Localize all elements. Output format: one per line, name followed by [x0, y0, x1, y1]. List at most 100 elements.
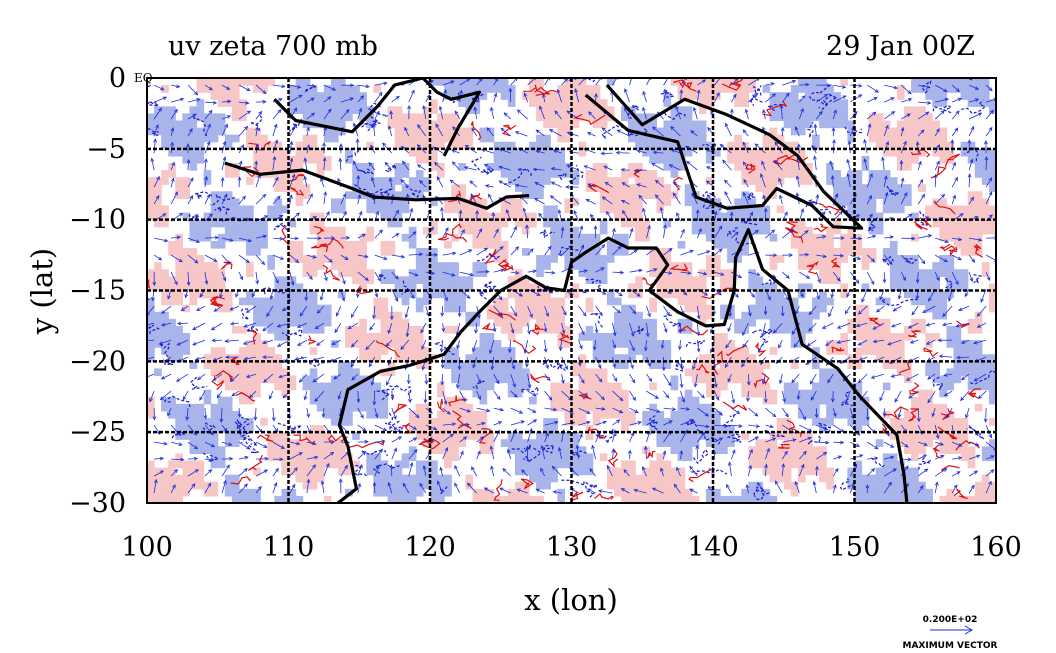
- vorticity-cell: [430, 425, 438, 433]
- vorticity-cell: [479, 354, 488, 362]
- vorticity-cell: [592, 418, 601, 426]
- vorticity-cell: [536, 99, 544, 107]
- vorticity-cell: [401, 191, 410, 200]
- vorticity-cell: [253, 467, 261, 476]
- vorticity-cell: [932, 418, 940, 426]
- vorticity-cell: [677, 141, 686, 150]
- wind-vector-head: [475, 209, 479, 215]
- vorticity-cell: [875, 318, 884, 327]
- vorticity-cell: [479, 92, 488, 100]
- vorticity-cell: [564, 389, 573, 398]
- vorticity-cell: [741, 226, 749, 235]
- wind-vector: [187, 84, 198, 96]
- vorticity-cell: [762, 226, 771, 235]
- vorticity-cell: [840, 396, 849, 405]
- vorticity-cell: [430, 163, 438, 171]
- wind-vector: [289, 271, 294, 286]
- vorticity-cell: [713, 340, 721, 348]
- wind-vector: [170, 98, 184, 103]
- vorticity-cell: [691, 297, 700, 306]
- wind-vector-head: [324, 276, 328, 282]
- vorticity-cell: [352, 248, 360, 256]
- wind-vector-head: [160, 375, 166, 380]
- wind-vector: [204, 441, 215, 448]
- wind-vector: [181, 305, 189, 311]
- vorticity-cell: [896, 276, 905, 285]
- vorticity-cell: [430, 99, 438, 107]
- vorticity-cell: [302, 120, 311, 129]
- vorticity-cell: [302, 78, 311, 86]
- vorticity-cell: [656, 418, 665, 426]
- vorticity-cell: [684, 276, 693, 285]
- wind-vector: [340, 109, 350, 120]
- vorticity-cell: [946, 78, 955, 86]
- vorticity-cell: [606, 255, 615, 263]
- wind-vector: [221, 424, 228, 432]
- vorticity-cell: [253, 375, 261, 384]
- vorticity-cell: [486, 311, 495, 320]
- vorticity-cell: [550, 403, 558, 412]
- vorticity-cell: [762, 184, 771, 192]
- vorticity-cell: [713, 375, 721, 384]
- negative-contour: [557, 172, 567, 181]
- vorticity-cell: [196, 432, 205, 440]
- vorticity-cell: [854, 177, 863, 185]
- vorticity-cell: [288, 318, 297, 327]
- vorticity-cell: [727, 255, 735, 263]
- vorticity-cell: [507, 155, 516, 164]
- vorticity-cell: [444, 396, 452, 405]
- vorticity-cell: [720, 240, 728, 249]
- positive-contour: [830, 257, 840, 269]
- vorticity-cell: [274, 446, 283, 455]
- vorticity-cell: [288, 460, 297, 469]
- wind-vector: [277, 339, 291, 347]
- vorticity-cell: [946, 219, 955, 228]
- vorticity-cell: [670, 113, 679, 122]
- wind-vector-head: [527, 330, 531, 335]
- vorticity-cell: [550, 318, 558, 327]
- vorticity-cell: [210, 460, 219, 469]
- vorticity-cell: [783, 297, 792, 306]
- wind-vector: [357, 391, 359, 403]
- vorticity-cell: [161, 85, 169, 93]
- vorticity-cell: [684, 410, 693, 419]
- vorticity-cell: [918, 134, 926, 143]
- vorticity-cell: [231, 170, 240, 178]
- negative-contour: [147, 101, 159, 107]
- vorticity-cell: [783, 418, 792, 426]
- wind-vector-head: [471, 466, 475, 471]
- vorticity-cell: [550, 212, 558, 221]
- vorticity-cell: [422, 432, 431, 440]
- vorticity-cell: [359, 347, 367, 355]
- vorticity-cell: [967, 495, 976, 503]
- vorticity-cell: [953, 446, 962, 455]
- vorticity-cell: [444, 269, 452, 277]
- wind-vector-head: [517, 167, 522, 172]
- vorticity-cell: [451, 276, 459, 285]
- vorticity-cell: [889, 333, 898, 341]
- vorticity-cell: [500, 163, 509, 171]
- wind-vector: [304, 158, 308, 171]
- wind-vector-head: [439, 348, 444, 353]
- vorticity-cell: [911, 85, 919, 93]
- wind-vector: [187, 254, 198, 264]
- vorticity-cell: [918, 297, 926, 306]
- vorticity-cell: [727, 155, 735, 164]
- vorticity-cell: [387, 212, 396, 221]
- wind-vector-head: [312, 216, 318, 220]
- vorticity-cell: [231, 325, 240, 334]
- vorticity-cell: [288, 92, 297, 100]
- vorticity-cell: [592, 375, 601, 384]
- vorticity-cell: [656, 425, 665, 433]
- vorticity-cell: [967, 318, 976, 327]
- vorticity-cell: [451, 198, 459, 207]
- vorticity-cell: [465, 375, 474, 384]
- negative-contour: [249, 115, 264, 131]
- wind-vector-head: [276, 343, 282, 347]
- positive-contour: [898, 358, 912, 374]
- vorticity-cell: [422, 439, 431, 447]
- vorticity-cell: [345, 85, 353, 93]
- vorticity-cell: [882, 382, 891, 391]
- vorticity-cell: [734, 375, 742, 384]
- vorticity-cell: [472, 219, 481, 228]
